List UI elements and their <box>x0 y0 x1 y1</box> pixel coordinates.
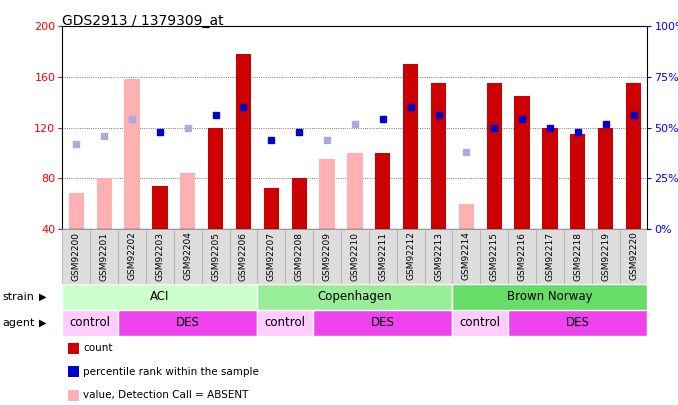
Text: GSM92220: GSM92220 <box>629 232 638 280</box>
Text: GSM92212: GSM92212 <box>406 232 415 280</box>
Bar <box>96 178 112 229</box>
Bar <box>146 229 174 284</box>
Bar <box>452 310 508 336</box>
Bar <box>452 229 480 284</box>
Bar <box>564 229 592 284</box>
Bar <box>536 229 564 284</box>
Bar <box>258 284 452 310</box>
Bar <box>397 229 424 284</box>
Bar <box>62 229 90 284</box>
Bar <box>208 128 223 229</box>
Bar <box>620 229 647 284</box>
Text: GSM92203: GSM92203 <box>155 232 164 281</box>
Text: Brown Norway: Brown Norway <box>507 290 593 303</box>
Bar <box>424 229 452 284</box>
Text: GSM92211: GSM92211 <box>378 232 387 281</box>
Text: DES: DES <box>176 316 200 330</box>
Text: GSM92217: GSM92217 <box>546 232 555 281</box>
Text: GSM92210: GSM92210 <box>351 232 359 281</box>
Bar <box>313 229 341 284</box>
Bar <box>180 173 195 229</box>
Text: GSM92205: GSM92205 <box>211 232 220 281</box>
Text: GSM92200: GSM92200 <box>72 232 81 281</box>
Bar <box>62 310 118 336</box>
Bar <box>598 128 614 229</box>
Text: GSM92214: GSM92214 <box>462 232 471 280</box>
Bar <box>508 229 536 284</box>
Bar <box>118 310 258 336</box>
Bar <box>347 153 363 229</box>
Text: GSM92215: GSM92215 <box>490 232 499 281</box>
Text: ▶: ▶ <box>39 292 46 302</box>
Text: GSM92216: GSM92216 <box>517 232 527 281</box>
Bar <box>459 203 474 229</box>
Text: Copenhagen: Copenhagen <box>317 290 393 303</box>
Text: DES: DES <box>371 316 395 330</box>
Bar <box>369 229 397 284</box>
Text: control: control <box>460 316 501 330</box>
Text: ACI: ACI <box>151 290 170 303</box>
Bar <box>626 83 641 229</box>
Bar <box>258 229 285 284</box>
Bar <box>153 186 167 229</box>
Text: GSM92218: GSM92218 <box>574 232 582 281</box>
Bar <box>403 64 418 229</box>
Bar <box>542 128 557 229</box>
Bar <box>201 229 230 284</box>
Text: DES: DES <box>566 316 590 330</box>
Text: value, Detection Call = ABSENT: value, Detection Call = ABSENT <box>83 390 249 400</box>
Text: GSM92201: GSM92201 <box>100 232 108 281</box>
Bar <box>341 229 369 284</box>
Text: GSM92209: GSM92209 <box>323 232 332 281</box>
Bar <box>264 188 279 229</box>
Text: GSM92207: GSM92207 <box>267 232 276 281</box>
Bar <box>68 194 84 229</box>
Bar <box>592 229 620 284</box>
Bar <box>313 310 452 336</box>
Text: GDS2913 / 1379309_at: GDS2913 / 1379309_at <box>62 14 224 28</box>
Bar <box>292 178 307 229</box>
Bar <box>230 229 258 284</box>
Text: percentile rank within the sample: percentile rank within the sample <box>83 367 259 377</box>
Text: GSM92206: GSM92206 <box>239 232 248 281</box>
Bar <box>570 134 586 229</box>
Bar <box>90 229 118 284</box>
Text: count: count <box>83 343 113 353</box>
Bar <box>174 229 201 284</box>
Text: strain: strain <box>2 292 34 302</box>
Bar <box>236 54 251 229</box>
Bar <box>62 284 258 310</box>
Bar <box>508 310 647 336</box>
Bar <box>431 83 446 229</box>
Text: agent: agent <box>2 318 35 328</box>
Text: control: control <box>70 316 111 330</box>
Bar <box>285 229 313 284</box>
Bar <box>375 153 391 229</box>
Text: GSM92219: GSM92219 <box>601 232 610 281</box>
Text: GSM92208: GSM92208 <box>295 232 304 281</box>
Bar <box>319 159 335 229</box>
Bar <box>487 83 502 229</box>
Bar <box>124 79 140 229</box>
Text: GSM92202: GSM92202 <box>127 232 136 280</box>
Text: GSM92204: GSM92204 <box>183 232 193 280</box>
Bar <box>515 96 530 229</box>
Text: GSM92213: GSM92213 <box>434 232 443 281</box>
Bar <box>118 229 146 284</box>
Bar <box>480 229 508 284</box>
Bar <box>452 284 647 310</box>
Bar <box>258 310 313 336</box>
Text: control: control <box>265 316 306 330</box>
Text: ▶: ▶ <box>39 318 46 328</box>
